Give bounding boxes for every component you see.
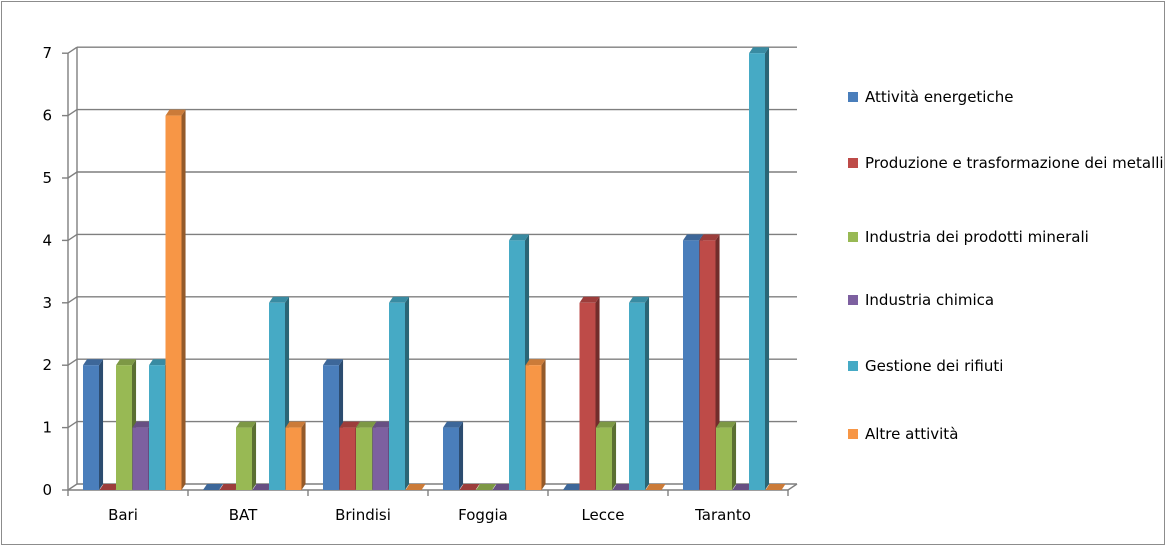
bar — [203, 484, 224, 490]
legend-item: Industria dei prodotti minerali — [848, 228, 1089, 246]
bar — [476, 484, 497, 490]
legend-label: Industria chimica — [865, 291, 994, 309]
bar — [389, 296, 410, 490]
legend-swatch — [848, 232, 858, 242]
x-tick-label: BAT — [229, 506, 258, 524]
bar — [563, 484, 584, 490]
bar — [645, 484, 666, 490]
bar — [443, 421, 464, 490]
floor-edge — [787, 483, 798, 491]
wall-line — [67, 358, 78, 366]
wall-line — [67, 296, 78, 304]
bars — [83, 47, 786, 490]
legend-swatch — [848, 92, 858, 102]
legend-swatch — [848, 295, 858, 305]
x-axis-ticks: Bari BAT Brindisi Foggia Lecce Taranto — [67, 490, 789, 524]
wall-line — [67, 109, 78, 117]
y-tick-label: 2 — [42, 356, 52, 374]
legend-label: Industria dei prodotti minerali — [865, 228, 1089, 246]
bar — [612, 484, 633, 490]
bar — [83, 359, 104, 490]
x-tick-label: Taranto — [694, 506, 751, 524]
gridlines — [67, 46, 797, 491]
legend-swatch — [848, 158, 858, 168]
x-tick-label: Bari — [108, 506, 138, 524]
y-tick-label: 0 — [42, 481, 52, 499]
legend-label: Altre attività — [865, 425, 958, 443]
bar — [629, 296, 650, 490]
y-tick-label: 7 — [42, 44, 52, 62]
x-tick-label: Brindisi — [335, 506, 391, 524]
bar — [219, 484, 240, 490]
wall-line — [67, 421, 78, 429]
legend: Attività energetiche Produzione e trasfor… — [848, 88, 1164, 443]
legend-swatch — [848, 361, 858, 371]
y-tick-label: 6 — [42, 107, 52, 125]
bar — [716, 421, 737, 490]
legend-item: Attività energetiche — [848, 88, 1013, 106]
legend-item: Industria chimica — [848, 291, 994, 309]
bar — [525, 359, 546, 490]
y-tick-label: 5 — [42, 169, 52, 187]
wall-line — [67, 233, 78, 241]
bar — [492, 484, 513, 490]
y-tick-label: 1 — [42, 419, 52, 437]
legend-item: Altre attività — [848, 425, 958, 443]
x-tick-label: Foggia — [458, 506, 508, 524]
wall-line — [67, 171, 78, 179]
bar — [749, 47, 770, 490]
bar — [405, 484, 426, 490]
bar — [765, 484, 786, 490]
bar — [732, 484, 753, 490]
wall-line — [67, 46, 78, 54]
legend-label: Gestione dei rifiuti — [865, 357, 1003, 375]
legend-label: Produzione e trasformazione dei metalli — [865, 154, 1164, 172]
bar — [596, 421, 617, 490]
bar — [99, 484, 120, 490]
bar — [252, 484, 273, 490]
y-tick-label: 3 — [42, 294, 52, 312]
bar — [459, 484, 480, 490]
bar — [236, 421, 257, 490]
y-tick-label: 4 — [42, 231, 52, 249]
x-tick-label: Lecce — [581, 506, 624, 524]
legend-swatch — [848, 429, 858, 439]
y-axis-ticks: 0 1 2 3 4 5 6 7 — [42, 44, 68, 499]
bar — [165, 109, 186, 490]
legend-item: Gestione dei rifiuti — [848, 357, 1003, 375]
bar — [285, 421, 306, 490]
legend-item: Produzione e trasformazione dei metalli — [848, 154, 1164, 172]
wall-line — [67, 483, 78, 491]
legend-label: Attività energetiche — [865, 88, 1013, 106]
